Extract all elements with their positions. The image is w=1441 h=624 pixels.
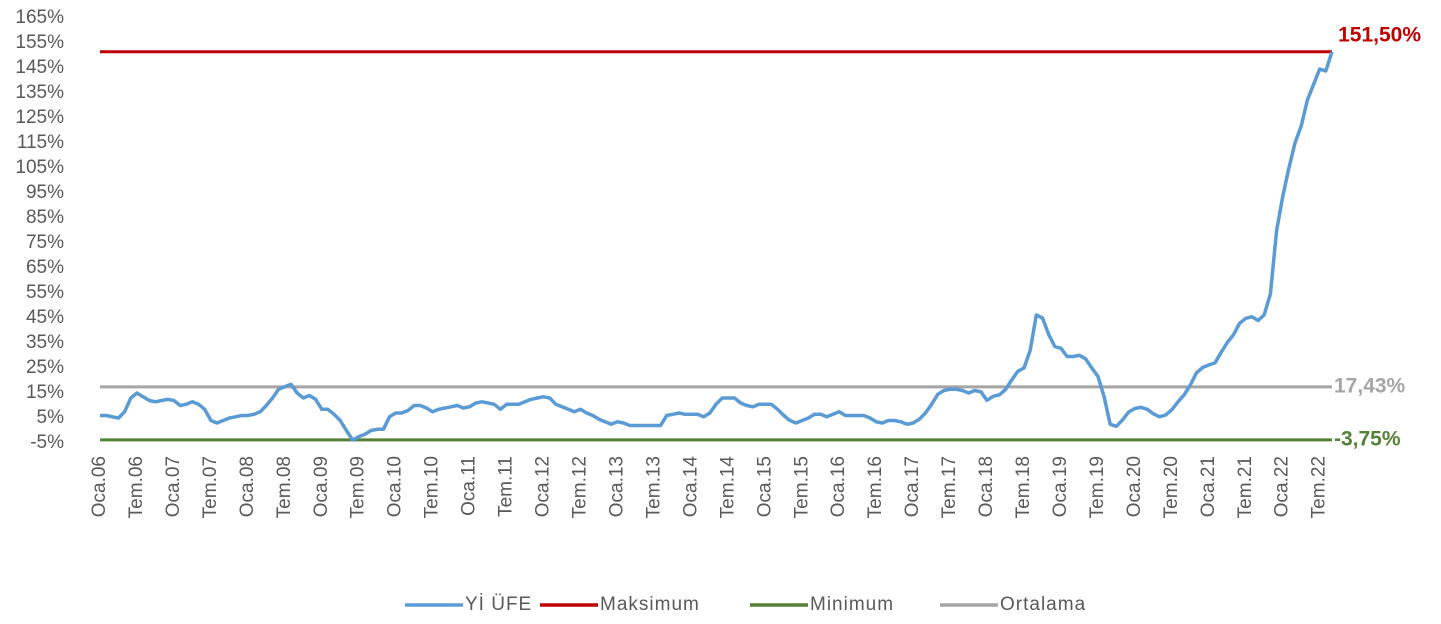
y-tick-label: 145% <box>15 57 64 78</box>
x-tick-label: Oca.10 <box>385 456 406 517</box>
x-tick-label: Oca.19 <box>1050 456 1071 517</box>
y-tick-label: 35% <box>26 332 64 353</box>
x-tick-label: Tem.06 <box>126 456 147 518</box>
x-tick-label: Tem.16 <box>865 456 886 518</box>
y-tick-label: -5% <box>30 432 64 453</box>
x-tick-label: Tem.15 <box>791 456 812 518</box>
y-tick-label: 165% <box>15 7 64 28</box>
x-tick-label: Tem.21 <box>1235 456 1256 518</box>
series-line <box>100 51 1334 442</box>
x-tick-label: Tem.11 <box>496 456 517 517</box>
reference-label: -3,75% <box>1334 427 1401 450</box>
x-tick-label: Tem.20 <box>1161 456 1182 518</box>
x-tick-label: Oca.18 <box>976 456 997 517</box>
x-tick-label: Tem.07 <box>200 456 221 518</box>
reference-label: 151,50% <box>1338 23 1421 46</box>
y-tick-label: 95% <box>26 182 64 203</box>
y-tick-label: 5% <box>37 407 65 428</box>
x-tick-label: Oca.14 <box>680 456 701 518</box>
x-tick-label: Oca.08 <box>237 456 258 517</box>
legend-label: Minimum <box>810 594 894 615</box>
y-tick-label: 125% <box>15 107 64 128</box>
y-tick-label: 75% <box>26 232 64 253</box>
x-tick-label: Oca.07 <box>163 456 184 517</box>
y-tick-label: 25% <box>26 357 64 378</box>
x-tick-label: Oca.15 <box>754 456 775 517</box>
x-tick-label: Oca.12 <box>533 456 554 517</box>
x-tick-label: Tem.22 <box>1309 456 1330 518</box>
y-tick-label: 115% <box>17 132 64 153</box>
x-tick-label: Tem.19 <box>1087 456 1108 518</box>
y-tick-label: 135% <box>15 82 64 103</box>
x-tick-label: Oca.06 <box>89 456 110 517</box>
x-tick-label: Oca.16 <box>828 456 849 517</box>
x-tick-label: Tem.18 <box>1013 456 1034 518</box>
x-tick-label: Tem.08 <box>274 456 295 518</box>
x-tick-label: Oca.17 <box>902 456 923 517</box>
x-tick-label: Tem.10 <box>422 456 443 518</box>
x-tick-label: Tem.12 <box>569 456 590 518</box>
reference-label: 17,43% <box>1334 374 1406 397</box>
y-tick-label: 65% <box>26 257 64 278</box>
x-tick-label: Tem.14 <box>717 456 738 519</box>
x-tick-label: Tem.17 <box>939 456 960 518</box>
x-tick-label: Tem.13 <box>643 456 664 518</box>
x-tick-label: Oca.09 <box>311 456 332 517</box>
y-tick-label: 105% <box>15 157 64 178</box>
x-tick-label: Oca.20 <box>1124 456 1145 517</box>
x-tick-label: Oca.13 <box>606 456 627 517</box>
y-tick-label: 55% <box>26 282 64 303</box>
legend-label: Yİ ÜFE <box>465 594 532 615</box>
y-tick-label: 85% <box>26 207 64 228</box>
x-tick-label: Tem.09 <box>348 456 369 518</box>
y-tick-label: 155% <box>15 32 64 53</box>
legend-label: Ortalama <box>1000 594 1086 615</box>
y-tick-label: 45% <box>26 307 64 328</box>
x-tick-label: Oca.21 <box>1198 456 1219 517</box>
x-tick-label: Oca.11 <box>459 456 480 516</box>
x-tick-label: Oca.22 <box>1272 456 1293 517</box>
legend-label: Maksimum <box>600 594 700 615</box>
y-tick-label: 15% <box>26 382 64 403</box>
